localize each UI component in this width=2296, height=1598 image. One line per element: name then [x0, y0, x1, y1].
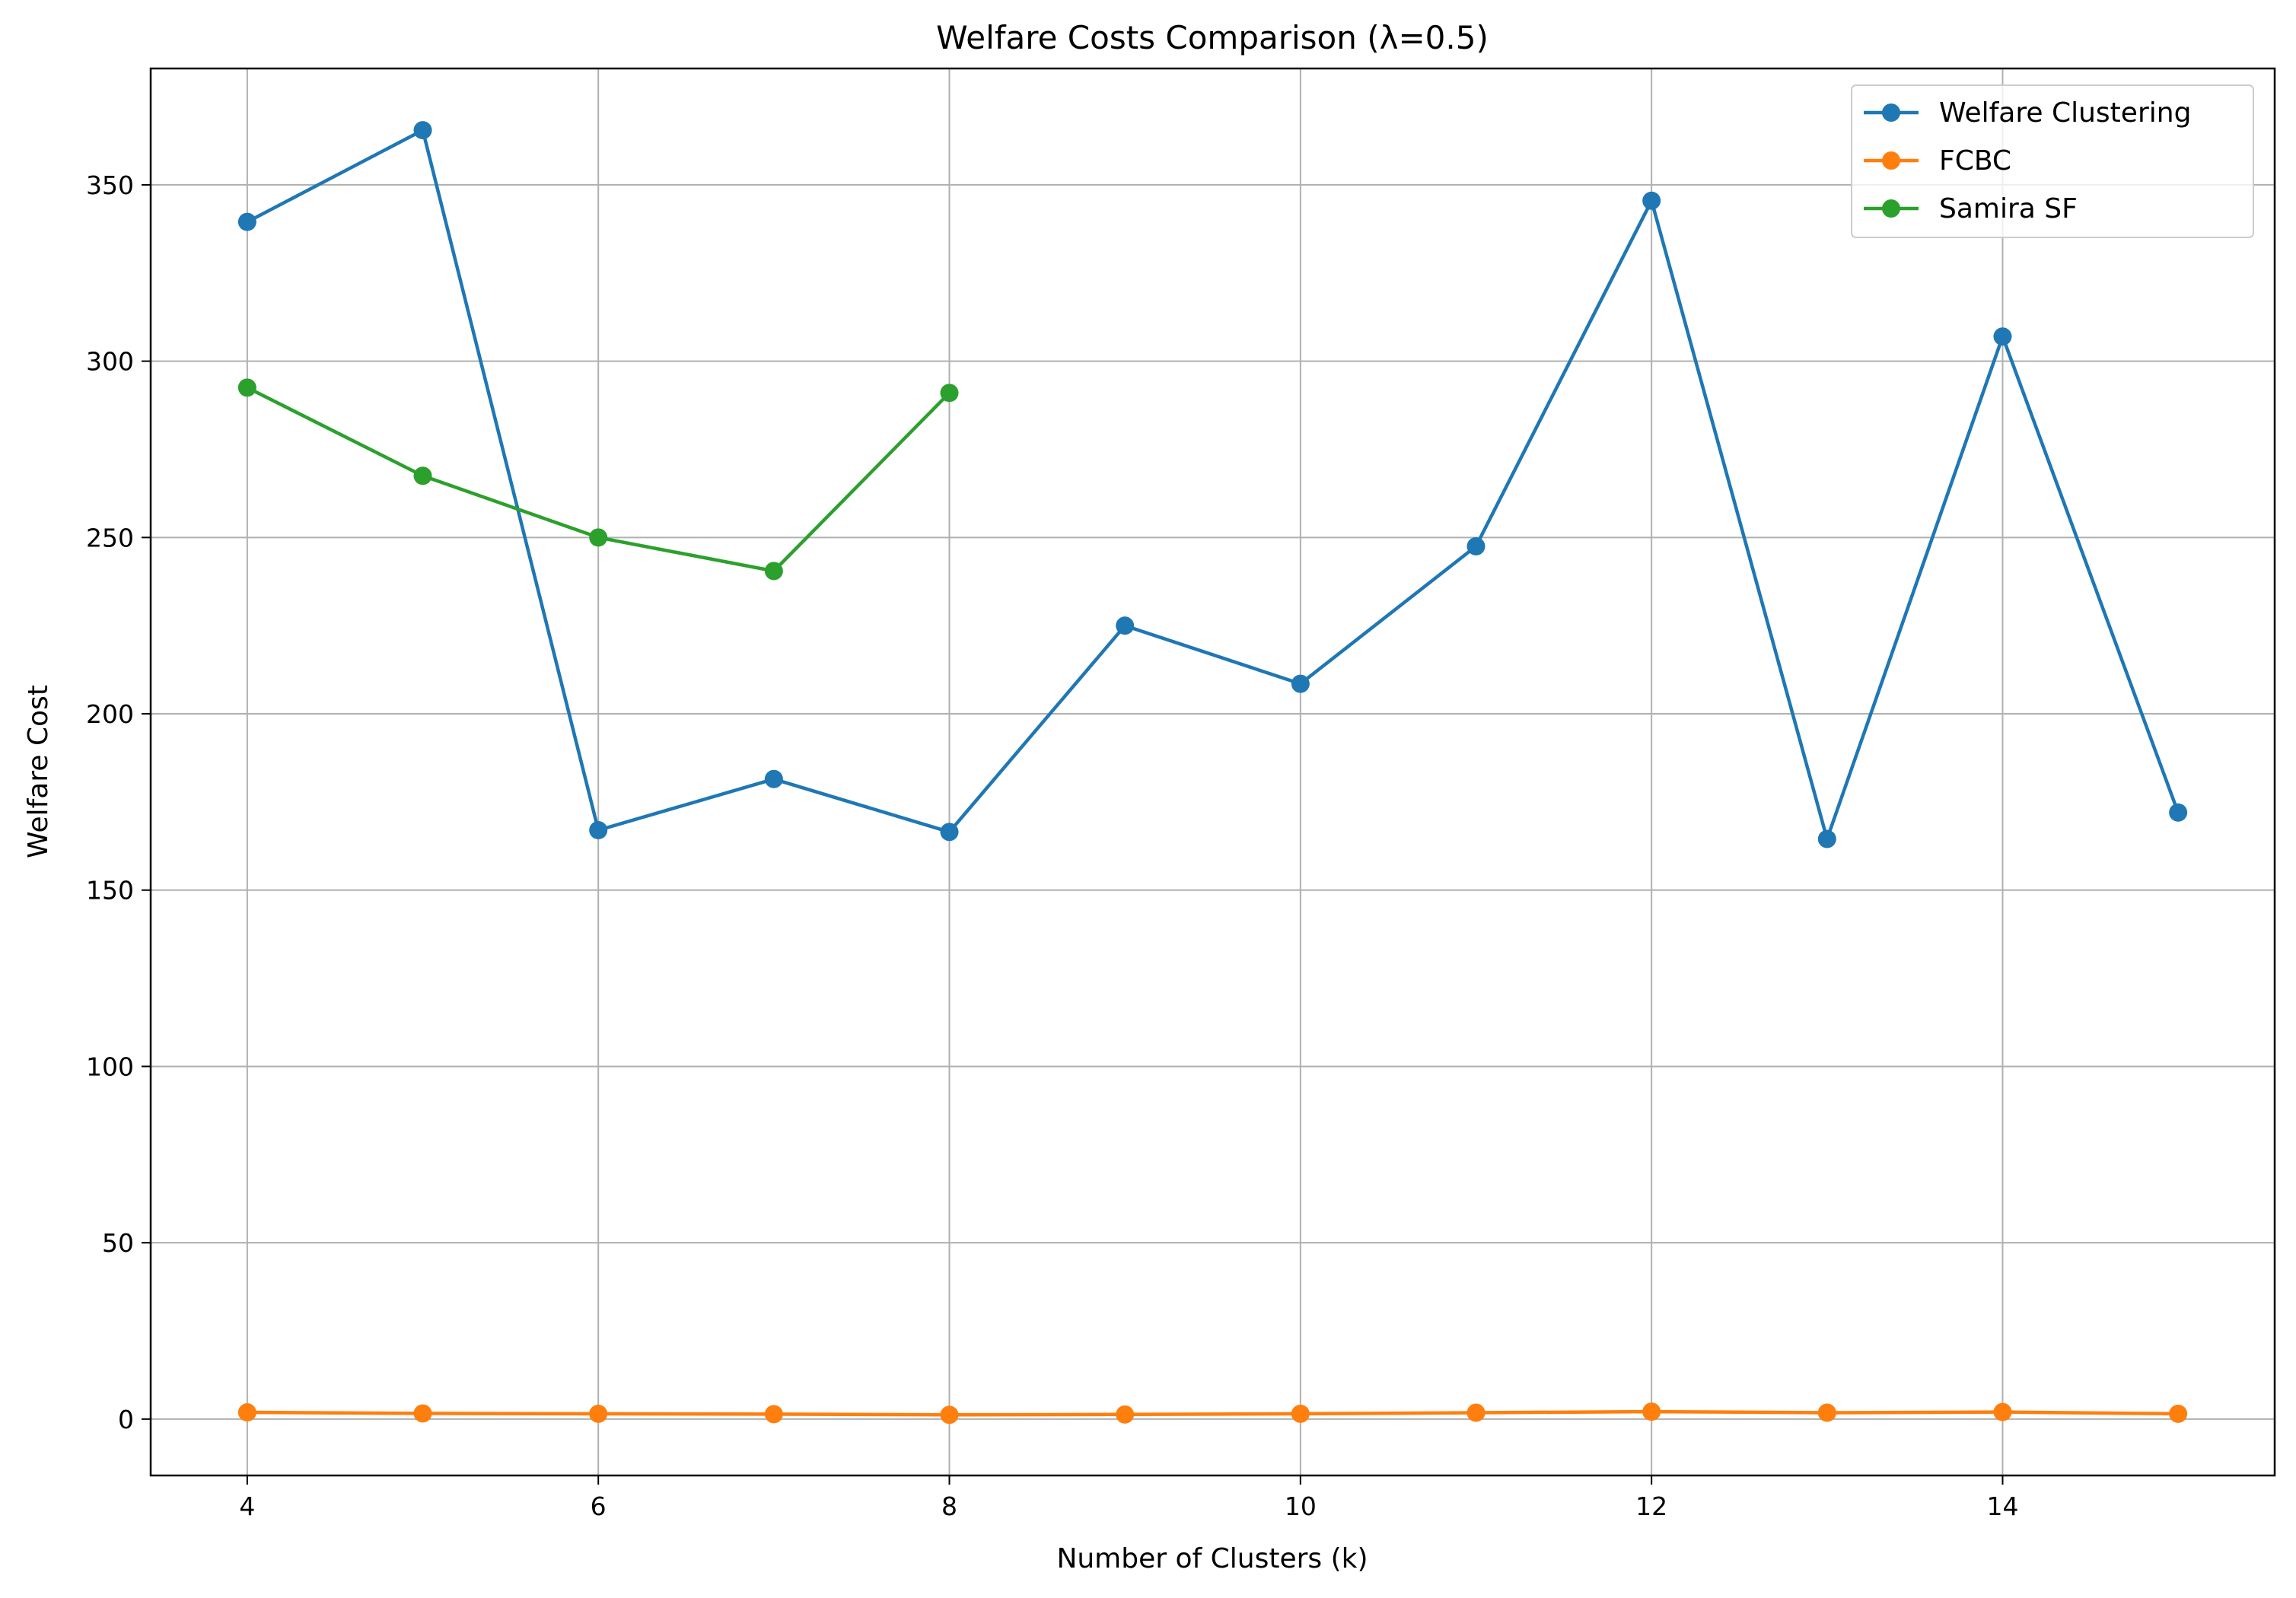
- y-tick-label: 150: [86, 876, 134, 906]
- data-point: [237, 378, 256, 397]
- data-point: [413, 466, 432, 485]
- data-point: [940, 384, 959, 403]
- data-point: [1466, 536, 1486, 555]
- data-point: [237, 212, 256, 231]
- data-point: [1642, 191, 1661, 210]
- x-tick-label: 10: [1285, 1491, 1317, 1521]
- data-point: [1817, 1403, 1836, 1422]
- data-point: [940, 1405, 959, 1425]
- plot-area: [151, 68, 2275, 1475]
- data-point: [1291, 1404, 1310, 1423]
- legend: Welfare Clustering FCBC Samira SF: [1851, 84, 2254, 238]
- plot-frame: [149, 67, 2276, 1477]
- y-tick-label: 250: [86, 523, 134, 552]
- data-point: [589, 528, 608, 547]
- data-point: [2169, 1404, 2188, 1423]
- x-tick-label: 8: [941, 1491, 957, 1521]
- data-point: [1466, 1403, 1486, 1422]
- x-axis-label: Number of Clusters (k): [1056, 1543, 1368, 1574]
- legend-swatch-marker: [1882, 103, 1900, 122]
- y-tick-label: 300: [86, 347, 134, 377]
- x-tick-label: 4: [239, 1491, 255, 1521]
- data-point: [1116, 616, 1135, 635]
- x-tick-label: 6: [591, 1491, 607, 1521]
- data-point: [589, 1404, 608, 1423]
- series-samira-sf: [237, 378, 959, 581]
- legend-box: [1851, 84, 2254, 238]
- legend-swatch-marker: [1882, 199, 1900, 218]
- data-point: [764, 562, 783, 581]
- legend-swatch-marker: [1882, 151, 1900, 170]
- series-line: [246, 128, 2180, 841]
- data-point: [1993, 1402, 2012, 1421]
- y-tick-label: 50: [102, 1228, 134, 1258]
- series-fcbc: [237, 1402, 2188, 1425]
- data-point: [589, 820, 608, 839]
- legend-item-samira-sf: Samira SF: [1864, 193, 2078, 224]
- data-point: [2169, 803, 2188, 822]
- series-group: [237, 121, 2188, 1425]
- series-line: [247, 1409, 2179, 1417]
- y-axis-label: Welfare Cost: [23, 685, 54, 858]
- data-point: [1642, 1402, 1661, 1421]
- legend-label: FCBC: [1939, 145, 2011, 177]
- data-point: [764, 769, 783, 788]
- axis-ticks: 4 6 8 10 12 14 0 50 100 150 200 250 300 350: [86, 170, 2018, 1521]
- data-point: [1993, 327, 2012, 346]
- legend-item-welfare-clustering: Welfare Clustering: [1864, 97, 2191, 129]
- x-tick-label: 14: [1986, 1491, 2018, 1521]
- data-point: [413, 121, 432, 140]
- data-point: [940, 823, 959, 842]
- legend-label: Welfare Clustering: [1939, 97, 2191, 129]
- data-point: [413, 1404, 432, 1423]
- y-tick-label: 350: [86, 170, 134, 200]
- y-tick-label: 200: [86, 699, 134, 729]
- data-point: [764, 1405, 783, 1424]
- y-tick-label: 100: [86, 1052, 134, 1081]
- series-welfare-clustering: [237, 121, 2188, 848]
- chart-title: Welfare Costs Comparison (λ=0.5): [936, 19, 1489, 56]
- y-tick-label: 0: [118, 1405, 134, 1434]
- legend-item-fcbc: FCBC: [1864, 145, 2011, 177]
- data-point: [237, 1403, 256, 1422]
- x-tick-label: 12: [1635, 1491, 1667, 1521]
- data-point: [1291, 674, 1310, 693]
- grid: [151, 68, 2275, 1475]
- data-point: [1817, 829, 1836, 848]
- data-point: [1116, 1405, 1135, 1424]
- legend-label: Samira SF: [1939, 193, 2078, 224]
